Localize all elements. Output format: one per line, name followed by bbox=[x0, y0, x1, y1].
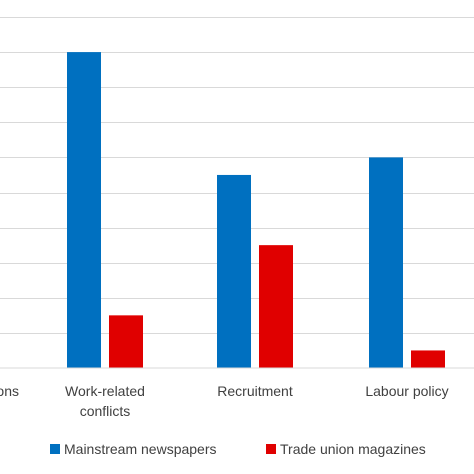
category-labels: ons Work-related conflicts Recruitment Labou… bbox=[0, 383, 449, 419]
legend-item: Trade union magazines bbox=[266, 441, 426, 457]
x-tick-label: ons bbox=[0, 383, 19, 399]
legend-item: Mainstream newspapers bbox=[50, 441, 217, 457]
bar-mainstream-newspapers bbox=[217, 174, 251, 368]
bar-mainstream-newspapers bbox=[369, 157, 403, 368]
legend-swatch bbox=[50, 444, 60, 454]
bar-trade-union-magazines bbox=[411, 350, 445, 368]
x-tick-label: Labour policy bbox=[365, 383, 448, 399]
x-tick-label: Recruitment bbox=[217, 383, 293, 399]
bar-trade-union-magazines bbox=[259, 245, 293, 368]
legend: Mainstream newspapers Trade union magazin… bbox=[50, 441, 426, 457]
x-tick-label: Work-related conflicts bbox=[65, 383, 145, 419]
bar-trade-union-magazines bbox=[109, 315, 143, 368]
legend-swatch bbox=[266, 444, 276, 454]
bars bbox=[67, 52, 445, 368]
legend-label: Trade union magazines bbox=[280, 441, 426, 457]
legend-label: Mainstream newspapers bbox=[64, 441, 217, 457]
bar-mainstream-newspapers bbox=[67, 52, 101, 368]
